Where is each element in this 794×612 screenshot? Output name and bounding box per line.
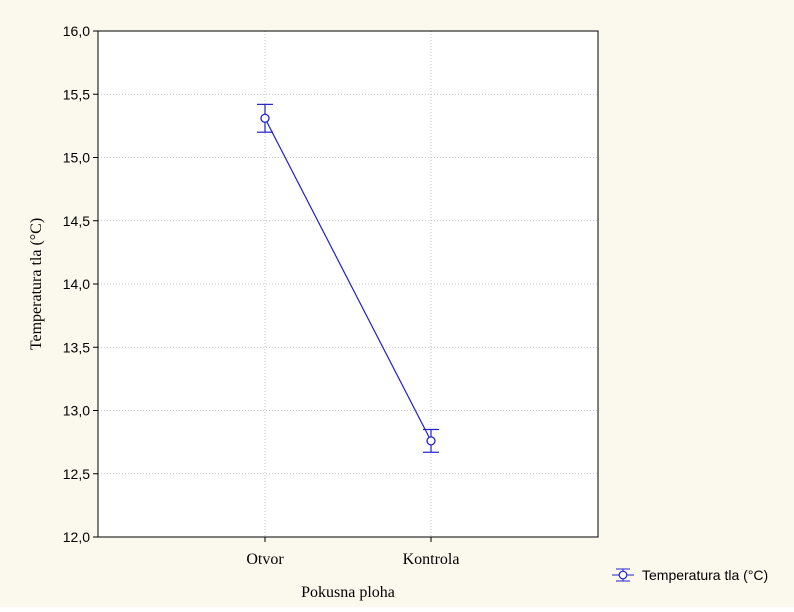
series-line <box>264 118 432 442</box>
legend: Temperatura tla (°C) <box>612 567 768 583</box>
series-layer <box>257 103 439 453</box>
legend-marker <box>612 568 634 582</box>
y-tick-label: 16,0 <box>63 23 90 39</box>
y-axis-title: Temperatura tla (°C) <box>28 218 45 350</box>
x-tick-label: Otvor <box>246 551 284 568</box>
data-point <box>260 113 270 123</box>
y-tick-label: 15,5 <box>63 86 90 102</box>
x-tick-label: Kontrola <box>403 551 460 568</box>
data-point <box>426 436 436 446</box>
y-tick-label: 15,0 <box>63 150 90 166</box>
legend-label: Temperatura tla (°C) <box>642 567 768 583</box>
y-tick-label: 12,5 <box>63 466 90 482</box>
y-tick-label: 12,0 <box>63 529 90 545</box>
y-tick-label: 13,0 <box>63 403 90 419</box>
x-axis-title: Pokusna ploha <box>301 584 395 601</box>
y-tick-label: 14,5 <box>63 213 90 229</box>
axis-ticks: 12,0 12,5 13,0 13,5 14,0 14,5 15,0 15,5 16,0 Otvo… <box>63 23 460 568</box>
y-tick-label: 13,5 <box>63 339 90 355</box>
y-tick-label: 14,0 <box>63 276 90 292</box>
